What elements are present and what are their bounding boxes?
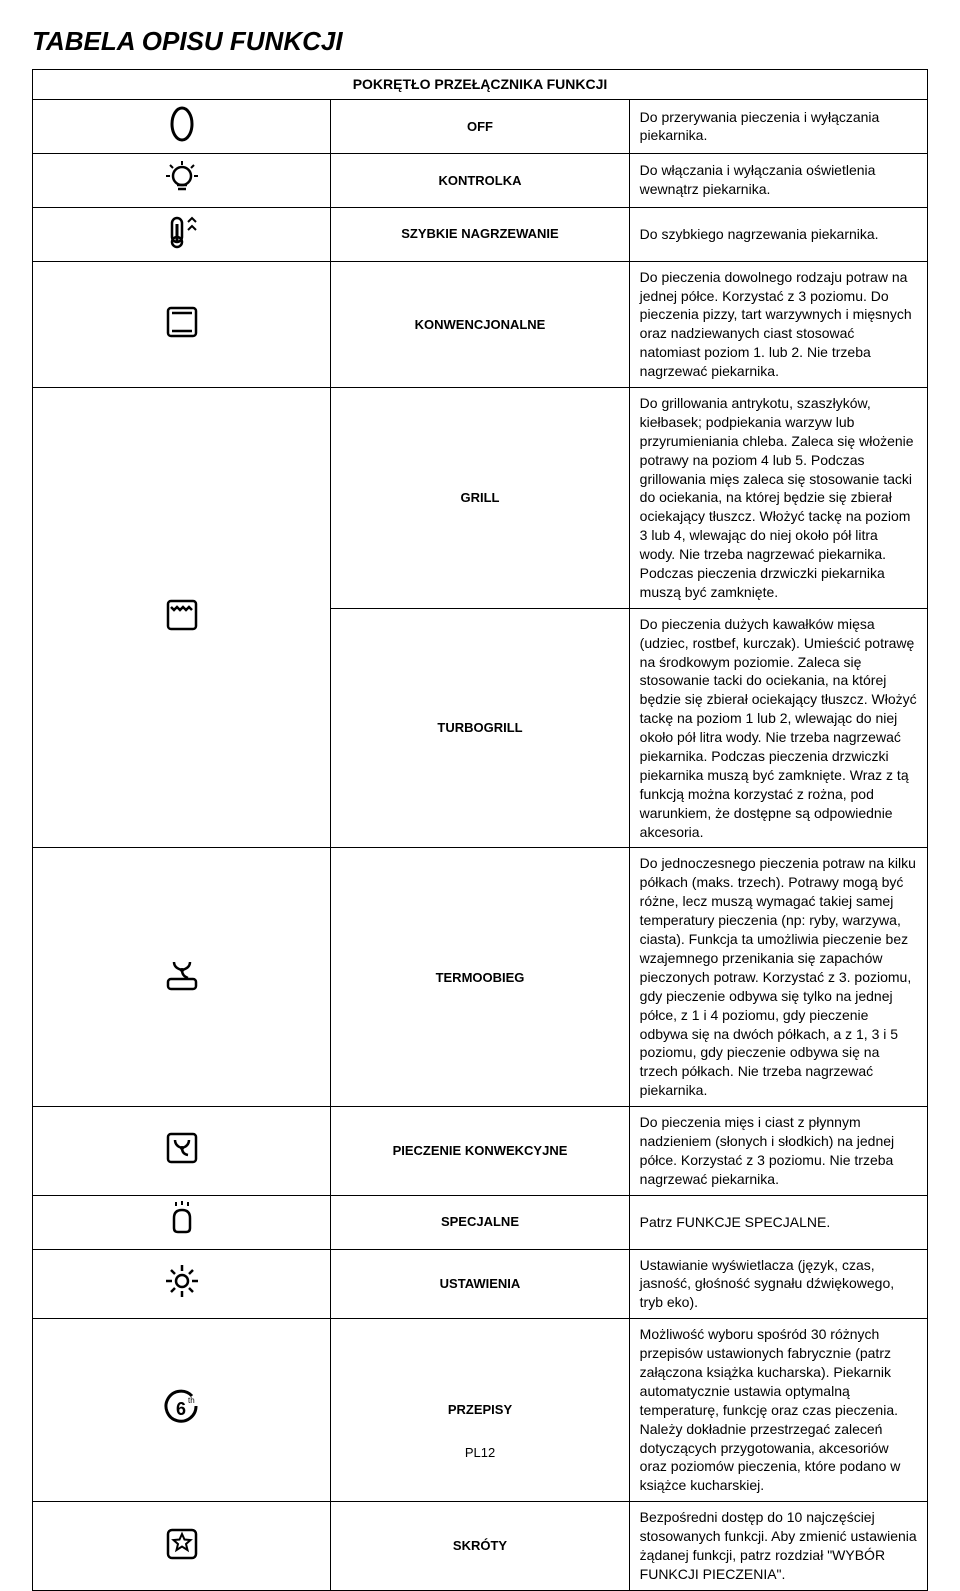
function-label: GRILL (331, 388, 629, 609)
function-label: PRZEPISY (331, 1319, 629, 1502)
off-icon (162, 104, 202, 144)
icon-cell (33, 153, 331, 207)
icon-cell (33, 207, 331, 261)
icon-cell (33, 1107, 331, 1196)
function-label: SPECJALNE (331, 1195, 629, 1249)
settings-icon (162, 1261, 202, 1301)
function-label: OFF (331, 99, 629, 153)
favorites-icon (162, 1524, 202, 1564)
function-desc: Do pieczenia dowolnego rodzaju potraw na… (629, 261, 927, 387)
special-icon (162, 1200, 202, 1240)
icon-cell (33, 1195, 331, 1249)
function-desc: Do pieczenia dużych kawałków mięsa (udzi… (629, 608, 927, 848)
table-row: USTAWIENIA Ustawianie wyświetlacza (języ… (33, 1249, 928, 1319)
function-desc: Patrz FUNKCJE SPECJALNE. (629, 1195, 927, 1249)
function-label: SZYBKIE NAGRZEWANIE (331, 207, 629, 261)
convection-bake-icon (162, 1128, 202, 1168)
lightbulb-icon (162, 158, 202, 198)
table-row: PIECZENIE KONWEKCYJNE Do pieczenia mięs … (33, 1107, 928, 1196)
grill-icon (162, 595, 202, 635)
function-label: TERMOOBIEG (331, 848, 629, 1107)
function-table: POKRĘTŁO PRZEŁĄCZNIKA FUNKCJI OFF Do prz… (32, 69, 928, 1591)
fast-preheat-icon (162, 212, 202, 252)
function-desc: Do pieczenia mięs i ciast z płynnym nadz… (629, 1107, 927, 1196)
function-desc: Ustawianie wyświetlacza (język, czas, ja… (629, 1249, 927, 1319)
table-row: KONTROLKA Do włączania i wyłączania oświ… (33, 153, 928, 207)
table-row: TERMOOBIEG Do jednoczesnego pieczenia po… (33, 848, 928, 1107)
forced-air-icon (162, 955, 202, 995)
function-label: TURBOGRILL (331, 608, 629, 848)
table-row: OFF Do przerywania pieczenia i wyłączani… (33, 99, 928, 153)
function-desc: Do grillowania antrykotu, szaszłyków, ki… (629, 388, 927, 609)
icon-cell (33, 261, 331, 387)
page-number: PL12 (0, 1444, 960, 1462)
function-desc: Do włączania i wyłączania oświetlenia we… (629, 153, 927, 207)
table-row: KONWENCJONALNE Do pieczenia dowolnego ro… (33, 261, 928, 387)
function-desc: Bezpośredni dostęp do 10 najczęściej sto… (629, 1502, 927, 1591)
table-row: GRILL Do grillowania antrykotu, szaszłyk… (33, 388, 928, 609)
table-row: 6 th PRZEPISY Możliwość wyboru spośród 3… (33, 1319, 928, 1502)
sixth-sense-icon: 6 th (162, 1388, 202, 1428)
icon-cell (33, 1502, 331, 1591)
function-label: PIECZENIE KONWEKCYJNE (331, 1107, 629, 1196)
table-header: POKRĘTŁO PRZEŁĄCZNIKA FUNKCJI (33, 70, 928, 100)
function-label: KONTROLKA (331, 153, 629, 207)
function-desc: Do jednoczesnego pieczenia potraw na kil… (629, 848, 927, 1107)
icon-cell (33, 848, 331, 1107)
function-desc: Do przerywania pieczenia i wyłączania pi… (629, 99, 927, 153)
table-row: SKRÓTY Bezpośredni dostęp do 10 najczęśc… (33, 1502, 928, 1591)
table-row: SZYBKIE NAGRZEWANIE Do szybkiego nagrzew… (33, 207, 928, 261)
function-desc: Do szybkiego nagrzewania piekarnika. (629, 207, 927, 261)
function-label: USTAWIENIA (331, 1249, 629, 1319)
svg-text:6: 6 (176, 1399, 186, 1419)
table-row: SPECJALNE Patrz FUNKCJE SPECJALNE. (33, 1195, 928, 1249)
svg-text:th: th (188, 1396, 195, 1405)
icon-cell (33, 388, 331, 848)
conventional-icon (162, 302, 202, 342)
page-title: TABELA OPISU FUNKCJI (32, 24, 928, 59)
function-label: KONWENCJONALNE (331, 261, 629, 387)
icon-cell (33, 1249, 331, 1319)
icon-cell: 6 th (33, 1319, 331, 1502)
function-desc: Możliwość wyboru spośród 30 różnych prze… (629, 1319, 927, 1502)
icon-cell (33, 99, 331, 153)
function-label: SKRÓTY (331, 1502, 629, 1591)
